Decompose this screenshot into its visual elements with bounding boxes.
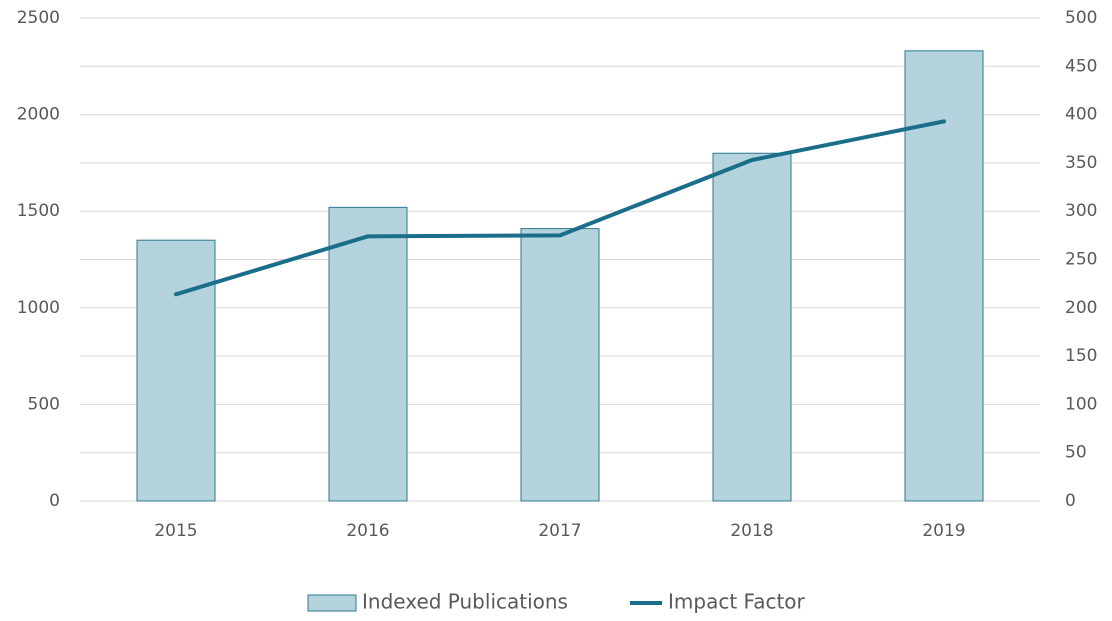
y-tick-label: 1500 (17, 201, 60, 221)
y-tick-label: 1000 (17, 298, 60, 318)
x-tick-label: 2017 (538, 521, 581, 541)
legend-label: Impact Factor (668, 590, 806, 614)
y-tick-label: 2000 (17, 105, 60, 125)
y-tick-label: 0 (49, 491, 60, 511)
y-tick-label: 2500 (17, 8, 60, 28)
legend-label: Indexed Publications (362, 590, 568, 614)
y2-tick-label: 100 (1065, 394, 1097, 414)
y2-tick-label: 150 (1065, 346, 1097, 366)
y2-tick-label: 400 (1065, 105, 1097, 125)
bar (904, 50, 984, 502)
line (174, 119, 946, 297)
y2-tick-label: 250 (1065, 250, 1097, 270)
bar (712, 152, 792, 502)
legend-swatch (307, 594, 357, 612)
x-tick-label: 2015 (154, 521, 197, 541)
y2-tick-label: 50 (1065, 443, 1087, 463)
y2-tick-label: 0 (1065, 491, 1076, 511)
y2-tick-label: 450 (1065, 56, 1097, 76)
y2-tick-label: 500 (1065, 8, 1097, 28)
y2-tick-label: 300 (1065, 201, 1097, 221)
bar (520, 228, 600, 502)
x-tick-label: 2018 (730, 521, 773, 541)
bar (328, 206, 408, 502)
x-tick-label: 2016 (346, 521, 389, 541)
y-tick-label: 500 (28, 394, 60, 414)
bar (136, 239, 216, 502)
x-tick-label: 2019 (922, 521, 965, 541)
y2-tick-label: 350 (1065, 153, 1097, 173)
y2-tick-label: 200 (1065, 298, 1097, 318)
